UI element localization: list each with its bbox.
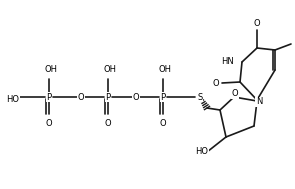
Text: O: O <box>46 119 52 129</box>
Text: O: O <box>105 119 111 129</box>
Text: P: P <box>160 92 165 101</box>
Text: S: S <box>197 92 203 101</box>
Text: O: O <box>212 78 219 88</box>
Text: O: O <box>160 119 166 129</box>
Text: O: O <box>133 92 139 101</box>
Text: OH: OH <box>104 64 117 74</box>
Text: OH: OH <box>158 64 171 74</box>
Text: P: P <box>46 92 52 101</box>
Text: O: O <box>254 19 260 29</box>
Text: P: P <box>105 92 111 101</box>
Text: OH: OH <box>45 64 58 74</box>
Text: HN: HN <box>221 57 234 66</box>
Text: N: N <box>256 98 262 106</box>
Text: HO: HO <box>6 95 19 105</box>
Text: O: O <box>78 92 84 101</box>
Text: O: O <box>232 90 238 98</box>
Text: HO: HO <box>196 147 209 156</box>
